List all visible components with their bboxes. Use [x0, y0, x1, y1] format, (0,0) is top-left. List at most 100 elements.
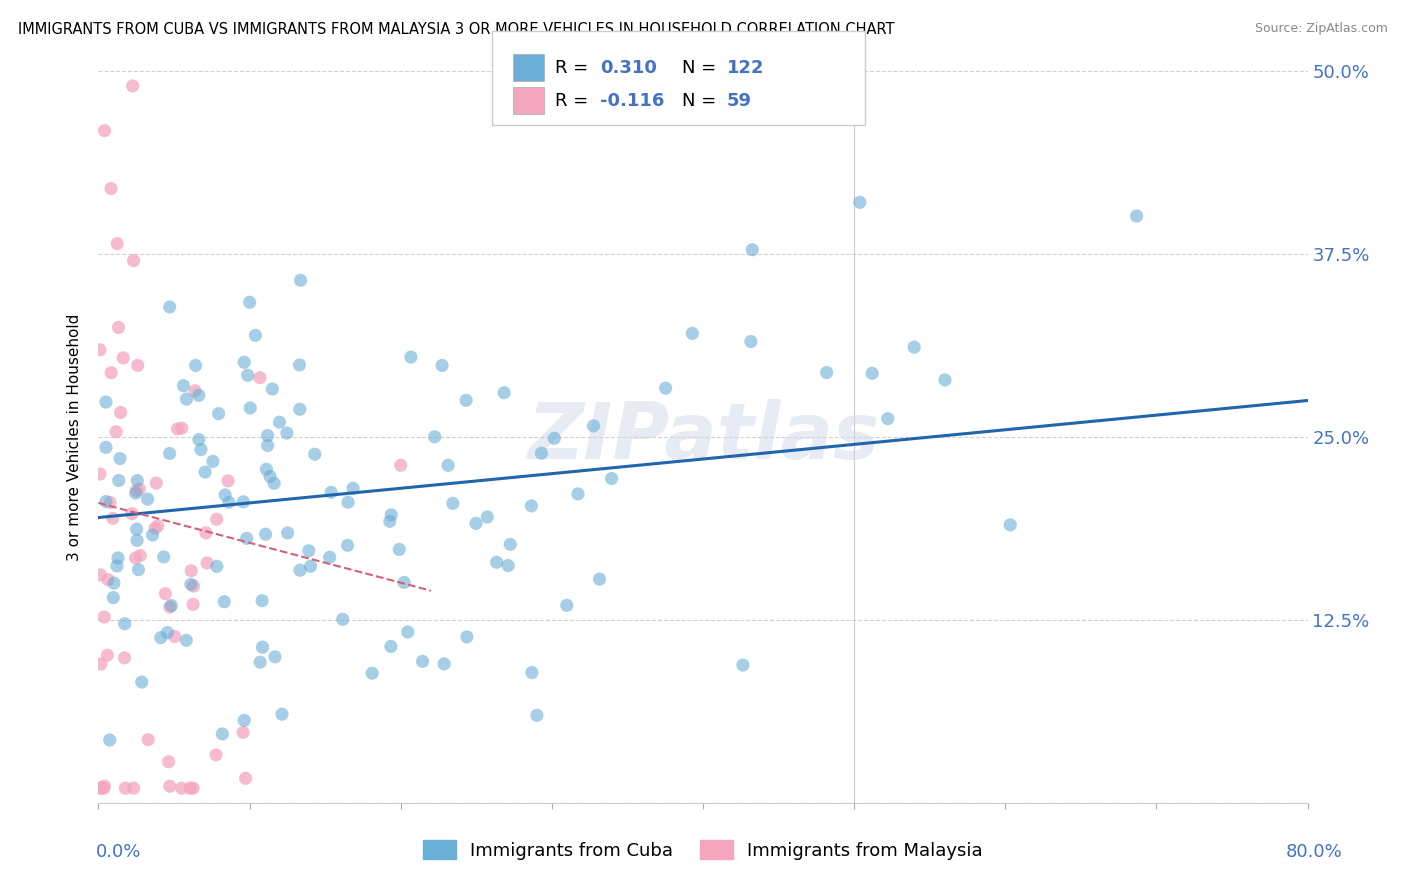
Point [211, 727, 233, 741]
Point [269, 415, 291, 429]
Text: IMMIGRANTS FROM CUBA VS IMMIGRANTS FROM MALAYSIA 3 OR MORE VEHICLES IN HOUSEHOLD: IMMIGRANTS FROM CUBA VS IMMIGRANTS FROM … [18, 22, 894, 37]
Text: 122: 122 [727, 59, 765, 77]
Point [256, 438, 278, 452]
Point [423, 430, 446, 444]
Point [93, 123, 115, 137]
Point [263, 476, 285, 491]
Point [127, 474, 149, 488]
Point [107, 551, 129, 566]
Point [129, 549, 152, 563]
Point [110, 405, 132, 419]
Point [131, 675, 153, 690]
Point [361, 666, 384, 681]
Point [934, 373, 956, 387]
Point [105, 236, 128, 251]
Point [530, 446, 553, 460]
Point [681, 326, 703, 341]
Point [107, 474, 129, 488]
Point [441, 496, 464, 510]
Point [159, 300, 181, 314]
Point [181, 598, 204, 612]
Point [567, 487, 589, 501]
Point [249, 370, 271, 384]
Point [207, 407, 229, 421]
Point [236, 368, 259, 383]
Point [114, 781, 136, 796]
Point [96, 648, 118, 663]
Point [112, 351, 135, 365]
Point [108, 451, 131, 466]
Point [125, 483, 148, 498]
Point [121, 78, 143, 93]
Point [454, 393, 477, 408]
Point [145, 476, 167, 491]
Point [90, 781, 112, 796]
Point [860, 367, 883, 381]
Point [159, 446, 181, 460]
Point [100, 366, 122, 380]
Point [262, 382, 284, 396]
Text: 80.0%: 80.0% [1286, 843, 1343, 861]
Point [740, 334, 762, 349]
Point [176, 633, 198, 648]
Point [233, 355, 256, 369]
Point [321, 485, 343, 500]
Point [125, 486, 148, 500]
Point [94, 494, 117, 508]
Point [152, 549, 174, 564]
Point [89, 781, 111, 796]
Point [288, 358, 311, 372]
Point [430, 359, 453, 373]
Point [815, 366, 838, 380]
Point [271, 707, 294, 722]
Point [136, 732, 159, 747]
Point [299, 559, 322, 574]
Point [304, 447, 326, 461]
Point [264, 649, 287, 664]
Point [526, 708, 548, 723]
Text: R =: R = [555, 92, 595, 110]
Point [157, 755, 180, 769]
Point [494, 385, 516, 400]
Point [180, 564, 202, 578]
Point [98, 495, 121, 509]
Point [142, 528, 165, 542]
Point [93, 779, 115, 793]
Point [1000, 517, 1022, 532]
Legend: Immigrants from Cuba, Immigrants from Malaysia: Immigrants from Cuba, Immigrants from Ma… [416, 833, 990, 867]
Point [378, 514, 401, 528]
Point [214, 595, 236, 609]
Point [93, 781, 115, 796]
Point [166, 422, 188, 436]
Point [380, 640, 402, 654]
Point [155, 587, 177, 601]
Text: 59: 59 [727, 92, 752, 110]
Point [97, 573, 120, 587]
Point [485, 555, 508, 569]
Point [156, 625, 179, 640]
Point [194, 465, 217, 479]
Point [520, 665, 543, 680]
Point [298, 543, 321, 558]
Point [499, 537, 522, 551]
Point [184, 359, 207, 373]
Point [276, 426, 298, 441]
Point [103, 591, 125, 605]
Point [731, 658, 754, 673]
Point [146, 519, 169, 533]
Point [277, 525, 299, 540]
Point [520, 499, 543, 513]
Point [235, 531, 257, 545]
Point [290, 273, 312, 287]
Point [136, 492, 159, 507]
Point [128, 482, 150, 496]
Point [143, 521, 166, 535]
Point [288, 563, 311, 577]
Text: N =: N = [682, 59, 721, 77]
Point [124, 551, 146, 566]
Text: 0.0%: 0.0% [96, 843, 141, 861]
Point [94, 395, 117, 409]
Point [380, 508, 402, 522]
Point [103, 576, 125, 591]
Point [176, 392, 198, 406]
